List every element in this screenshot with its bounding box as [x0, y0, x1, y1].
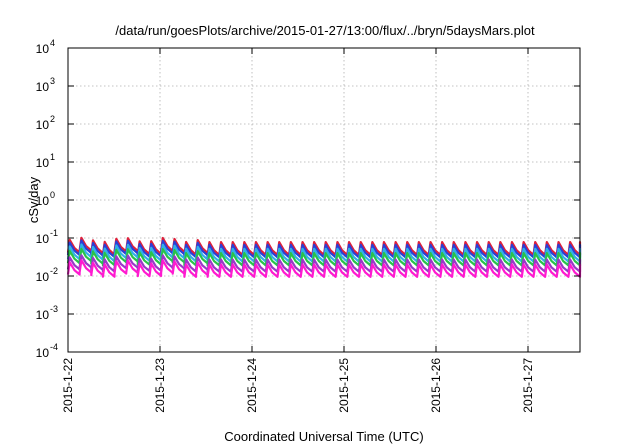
x-tick-label: 2015-1-26 — [429, 358, 443, 413]
y-tick-label: 10 — [36, 346, 50, 360]
chart-title: /data/run/goesPlots/archive/2015-01-27/1… — [115, 23, 535, 38]
x-tick-label: 2015-1-24 — [245, 358, 259, 413]
y-tick-exponent: -1 — [50, 228, 58, 238]
x-tick-label: 2015-1-27 — [521, 358, 535, 413]
y-tick-label: 10 — [36, 232, 50, 246]
x-tick-label: 2015-1-22 — [61, 358, 75, 413]
x-tick-label: 2015-1-25 — [337, 358, 351, 413]
y-tick-exponent: 1 — [50, 152, 55, 162]
y-tick-label: 10 — [36, 194, 50, 208]
y-tick-exponent: 4 — [50, 38, 55, 48]
y-tick-label: 10 — [36, 156, 50, 170]
x-tick-labels: 2015-1-22 2015-1-23 2015-1-24 2015-1-25 2015… — [61, 358, 535, 413]
y-tick-exponent: -2 — [50, 266, 58, 276]
y-tick-exponent: 2 — [50, 114, 55, 124]
y-axis-label: cSv/day — [26, 176, 41, 223]
y-tick-label: 10 — [36, 80, 50, 94]
y-tick-label: 10 — [36, 118, 50, 132]
y-tick-exponent: 0 — [50, 190, 55, 200]
grid-lines — [68, 48, 580, 352]
y-tick-label: 10 — [36, 270, 50, 284]
axis-ticks — [67, 47, 580, 353]
y-tick-exponent: -3 — [50, 304, 58, 314]
x-tick-label: 2015-1-23 — [153, 358, 167, 413]
y-tick-exponent: -4 — [50, 342, 58, 352]
y-tick-label: 10 — [36, 308, 50, 322]
series-group — [66, 236, 582, 278]
y-tick-label: 10 — [36, 42, 50, 56]
x-axis-label: Coordinated Universal Time (UTC) — [224, 429, 423, 444]
series-line — [66, 259, 582, 278]
y-tick-exponent: 3 — [50, 76, 55, 86]
